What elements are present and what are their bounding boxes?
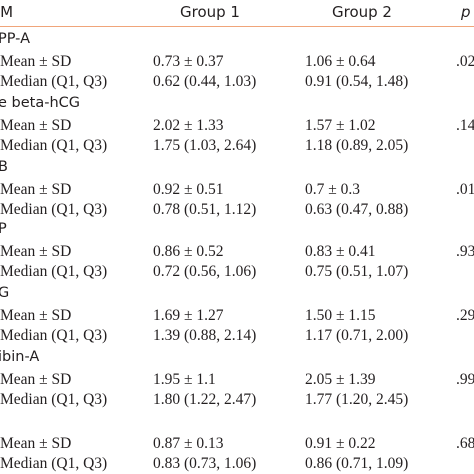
section-title: e beta-hCG (0, 95, 81, 111)
row-label: Mean ± SD (0, 53, 72, 70)
group-2-value: 0.75 (0.51, 1.07) (305, 263, 409, 280)
row-label: Median (Q1, Q3) (0, 391, 108, 408)
group-1-value: 1.95 ± 1.1 (153, 371, 216, 388)
p-value: .01 (456, 181, 474, 198)
group-2-value: 1.06 ± 0.64 (305, 53, 376, 70)
group-2-value: 0.91 (0.54, 1.48) (305, 73, 409, 90)
group-1-value: 0.86 ± 0.52 (153, 243, 224, 260)
p-value: .99 (456, 371, 474, 388)
group-2-value: 2.05 ± 1.39 (305, 371, 376, 388)
row-label: Median (Q1, Q3) (0, 327, 108, 344)
p-value: .14 (456, 117, 474, 134)
row-label: Mean ± SD (0, 117, 72, 134)
row-label: Median (Q1, Q3) (0, 137, 108, 154)
group-1-value: 1.80 (1.22, 2.47) (153, 391, 257, 408)
p-value: .02 (456, 53, 474, 70)
group-2-value: 0.83 ± 0.41 (305, 243, 376, 260)
group-1-value: 2.02 ± 1.33 (153, 117, 224, 134)
p-value: .93 (456, 243, 474, 260)
row-label: Mean ± SD (0, 435, 72, 452)
group-2-value: 1.18 (0.89, 2.05) (305, 137, 409, 154)
group-1-value: 0.87 ± 0.13 (153, 435, 224, 452)
p-value: .29 (456, 307, 474, 324)
group-1-value: 0.72 (0.56, 1.06) (153, 263, 257, 280)
group-2-value: 0.91 ± 0.22 (305, 435, 376, 452)
group-2-value: 1.50 ± 1.15 (305, 307, 376, 324)
group-2-value: 0.7 ± 0.3 (305, 181, 361, 198)
group-2-value: 1.77 (1.20, 2.45) (305, 391, 409, 408)
header-col-3: p (461, 3, 471, 21)
group-1-value: 1.69 ± 1.27 (153, 307, 224, 324)
row-label: Mean ± SD (0, 307, 72, 324)
row-label: Median (Q1, Q3) (0, 73, 108, 90)
row-label: Mean ± SD (0, 243, 72, 260)
group-1-value: 0.83 (0.73, 1.06) (153, 455, 257, 472)
group-1-value: 0.92 ± 0.51 (153, 181, 224, 198)
row-label: Median (Q1, Q3) (0, 263, 108, 280)
section-title: B (0, 159, 8, 175)
group-1-value: 0.62 (0.44, 1.03) (153, 73, 257, 90)
group-2-value: 0.63 (0.47, 0.88) (305, 201, 409, 218)
section-title: P (0, 221, 7, 237)
group-1-value: 0.73 ± 0.37 (153, 53, 224, 70)
group-1-value: 1.75 (1.03, 2.64) (153, 137, 257, 154)
row-label: Mean ± SD (0, 371, 72, 388)
header-group-2: Group 2 (332, 3, 392, 21)
section-title: ibin-A (0, 349, 40, 365)
section-title: G (0, 285, 10, 301)
header-group-1: Group 1 (180, 3, 240, 21)
group-1-value: 1.39 (0.88, 2.14) (153, 327, 257, 344)
section-title: PP-A (0, 31, 31, 47)
group-2-value: 1.17 (0.71, 2.00) (305, 327, 409, 344)
group-2-value: 0.86 (0.71, 1.09) (305, 455, 409, 472)
group-2-value: 1.57 ± 1.02 (305, 117, 376, 134)
header-bottom-rule (0, 26, 474, 27)
row-label: Median (Q1, Q3) (0, 455, 108, 472)
group-1-value: 0.78 (0.51, 1.12) (153, 201, 257, 218)
p-value: .68 (456, 435, 474, 452)
row-label: Mean ± SD (0, 181, 72, 198)
header-col-0: oM (0, 3, 14, 21)
row-label: Median (Q1, Q3) (0, 201, 108, 218)
